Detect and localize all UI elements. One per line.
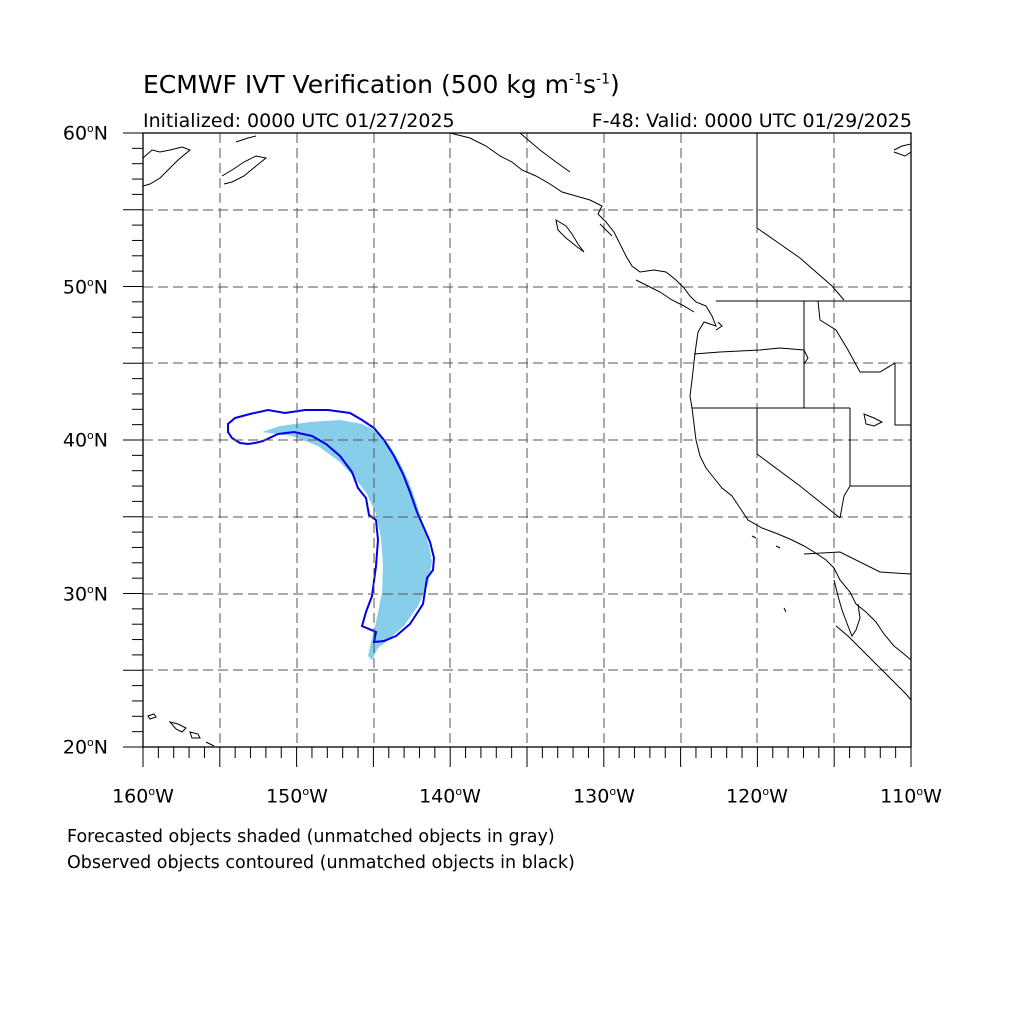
forecast-objects xyxy=(262,420,432,660)
lon-label-160w: 160oW xyxy=(112,785,174,808)
note-forecast: Forecasted objects shaded (unmatched obj… xyxy=(67,827,555,847)
lat-label-60n: 60oN xyxy=(62,122,108,145)
plot-frame xyxy=(142,132,912,748)
lat-label-40n: 40oN xyxy=(62,429,108,452)
lat-label-30n: 30oN xyxy=(62,583,108,606)
valid-time-label: F-48: Valid: 0000 UTC 01/29/2025 xyxy=(591,110,912,132)
coastlines xyxy=(143,133,911,747)
map-title: ECMWF IVT Verification (500 kg m-1s-1) xyxy=(143,70,620,99)
initialized-label: Initialized: 0000 UTC 01/27/2025 xyxy=(143,110,455,132)
axis-ticks xyxy=(123,132,912,767)
lat-lon-grid xyxy=(143,133,911,747)
lat-label-50n: 50oN xyxy=(62,276,108,299)
lon-label-120w: 120oW xyxy=(726,785,788,808)
observed-object-contour xyxy=(227,408,436,644)
lat-label-20n: 20oN xyxy=(62,736,108,759)
forecast-object-matched xyxy=(262,420,432,660)
note-observed: Observed objects contoured (unmatched ob… xyxy=(67,853,575,873)
lon-label-150w: 150oW xyxy=(266,785,328,808)
observed-objects xyxy=(227,408,436,644)
lon-label-130w: 130oW xyxy=(573,785,635,808)
lon-label-110w: 110oW xyxy=(880,785,942,808)
lon-label-140w: 140oW xyxy=(419,785,481,808)
